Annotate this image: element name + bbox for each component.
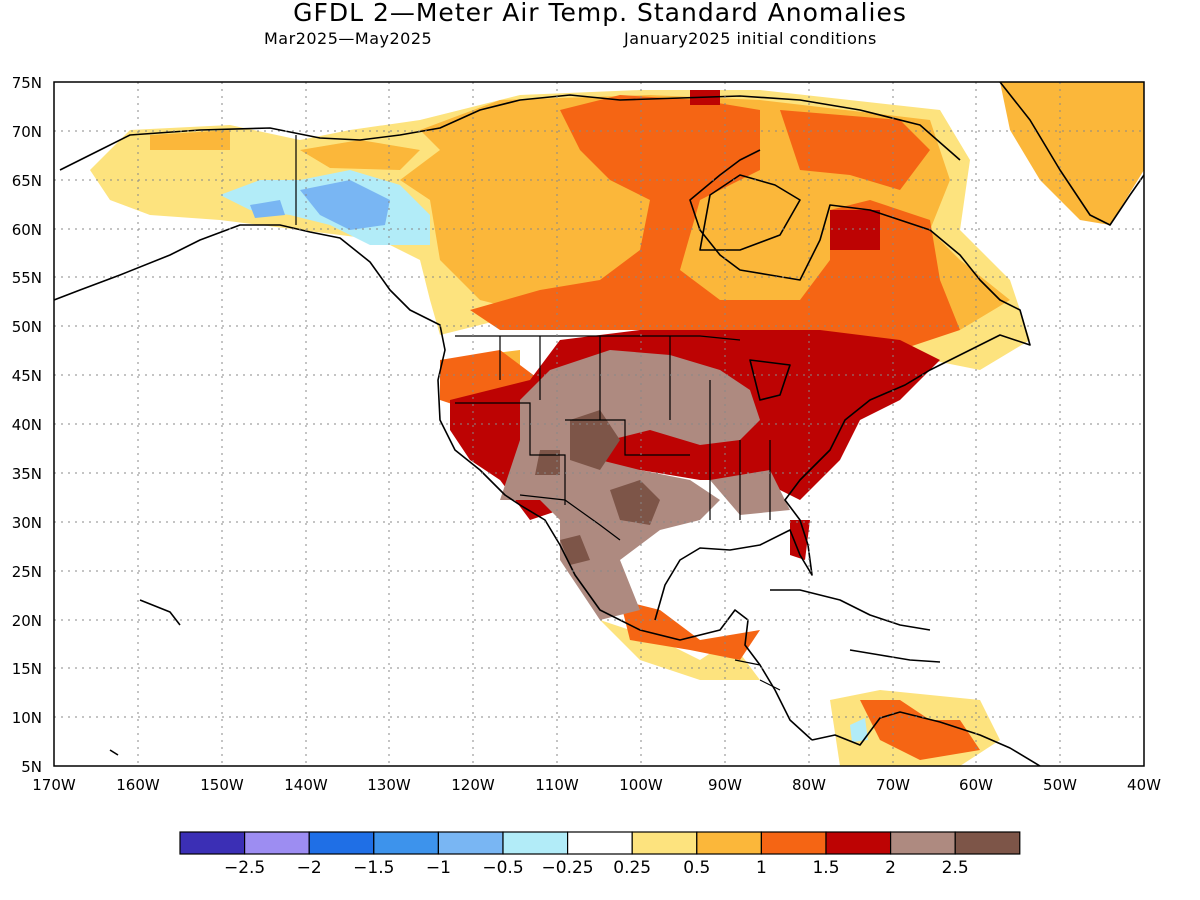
colorbar-label: 2 [885, 858, 896, 878]
lon-tick: 130W [367, 776, 411, 794]
colorbar-label: −0.5 [482, 858, 523, 878]
lon-tick: 150W [200, 776, 244, 794]
coastlines [54, 82, 1144, 766]
lat-tick: 65N [12, 172, 42, 190]
colorbar-label: −1 [426, 858, 451, 878]
colorbar-swatch [179, 831, 246, 855]
political-boundaries [295, 135, 781, 691]
colorbar-label: −2.5 [224, 858, 265, 878]
lon-tick: 120W [451, 776, 495, 794]
colorbar-label: 1.5 [812, 858, 839, 878]
colorbar-label: 1 [756, 858, 767, 878]
anomaly-1-1.5 [440, 95, 980, 760]
map-frame [53, 81, 1145, 767]
lat-tick: 50N [12, 318, 42, 336]
latitude-axis: 75N 70N 65N 60N 55N 50N 45N 40N 35N 30N … [12, 74, 42, 776]
colorbar-swatch [631, 831, 698, 855]
lat-tick: 35N [12, 465, 42, 483]
lat-tick: 45N [12, 367, 42, 385]
anomaly-negative [220, 170, 868, 742]
map-panel [54, 82, 1144, 766]
colorbar-swatch [954, 831, 1021, 855]
lon-tick: 110W [535, 776, 579, 794]
lat-tick: 70N [12, 123, 42, 141]
lon-tick: 100W [619, 776, 663, 794]
graticule [54, 82, 1144, 766]
colorbar-label: −1.5 [353, 858, 394, 878]
colorbar-swatch [437, 831, 504, 855]
colorbar-label: 0.5 [683, 858, 710, 878]
colorbar-swatch [502, 831, 569, 855]
forecast-period: Mar2025—May2025 [264, 29, 433, 48]
anomaly-above-2.5 [535, 410, 660, 565]
lat-tick: 60N [12, 221, 42, 239]
lat-tick: 40N [12, 416, 42, 434]
lon-tick: 90W [708, 776, 742, 794]
lon-tick: 160W [116, 776, 160, 794]
colorbar-swatch [244, 831, 310, 855]
colorbar-label: 0.25 [613, 858, 651, 878]
lon-tick: 40W [1127, 776, 1161, 794]
lat-tick: 5N [21, 758, 42, 776]
initial-conditions: January2025 initial conditions [624, 29, 877, 48]
lon-tick: 140W [284, 776, 328, 794]
colorbar-swatch [566, 831, 633, 855]
lon-tick: 80W [792, 776, 826, 794]
lat-tick: 20N [12, 612, 42, 630]
colorbar-swatch [825, 831, 892, 855]
colorbar-legend: −2.5 −2 −1.5 −1 −0.5 −0.25 0.25 0.5 1 1.5 2 2.5 [179, 831, 1021, 878]
colorbar-swatch [696, 831, 762, 855]
colorbar-swatch [760, 831, 827, 855]
lat-tick: 75N [12, 74, 42, 92]
colorbar-swatch [308, 831, 375, 855]
lat-tick: 15N [12, 660, 42, 678]
lat-tick: 30N [12, 514, 42, 532]
map-title: GFDL 2—Meter Air Temp. Standard Anomalie… [293, 0, 907, 27]
lon-tick: 70W [876, 776, 910, 794]
colorbar-label: −2 [297, 858, 322, 878]
lon-tick: 50W [1043, 776, 1077, 794]
lon-tick: 60W [959, 776, 993, 794]
longitude-axis: 170W 160W 150W 140W 130W 120W 110W 100W … [32, 776, 1161, 794]
lat-tick: 55N [12, 269, 42, 287]
colorbar-label: −0.25 [542, 858, 594, 878]
colorbar-swatch [889, 831, 956, 855]
lon-tick: 170W [32, 776, 76, 794]
colorbar-swatch [373, 831, 439, 855]
lat-tick: 10N [12, 709, 42, 727]
colorbar-label: 2.5 [942, 858, 969, 878]
lat-tick: 25N [12, 563, 42, 581]
